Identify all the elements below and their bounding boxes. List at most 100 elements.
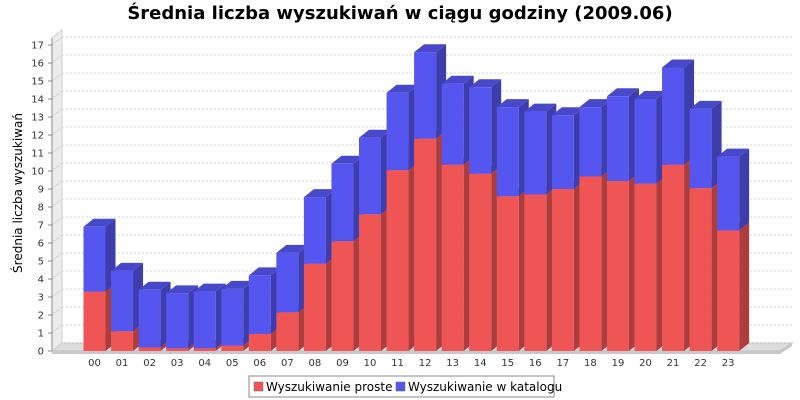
gridline-side xyxy=(51,234,63,244)
gridline-side xyxy=(51,198,63,208)
bar-segment xyxy=(606,88,639,181)
gridline-side xyxy=(51,36,63,46)
x-tick-label: 13 xyxy=(446,358,459,369)
bar-segment xyxy=(579,168,612,351)
bar-front xyxy=(469,87,492,174)
bar-front xyxy=(331,163,354,242)
bar-segment xyxy=(551,107,584,189)
bar-segment xyxy=(524,103,557,195)
gridline-side xyxy=(51,72,63,82)
bar-front xyxy=(359,214,381,351)
bar-front xyxy=(276,252,299,313)
plot-left-wall xyxy=(51,28,63,353)
gridline-side xyxy=(51,144,63,154)
bar-top xyxy=(111,262,144,271)
bar-segment xyxy=(441,75,474,165)
bar-front xyxy=(496,196,519,351)
bar-front xyxy=(248,333,271,351)
gridline-side xyxy=(51,162,63,172)
gridline-side xyxy=(51,342,63,352)
bar-front xyxy=(303,263,326,351)
bar-front xyxy=(414,52,437,139)
x-tick-label: 17 xyxy=(556,358,569,369)
bar-segment xyxy=(331,233,364,351)
y-tick-label: 11 xyxy=(31,149,44,160)
bar-front xyxy=(386,92,409,171)
bar-segment xyxy=(83,218,116,292)
bar-front xyxy=(496,107,519,197)
y-tick-label: 17 xyxy=(31,41,44,52)
bar-top xyxy=(414,44,447,53)
y-tick-label: 5 xyxy=(38,257,44,268)
bar-top xyxy=(662,59,695,68)
bar-front xyxy=(166,293,189,349)
bar-segment xyxy=(331,155,364,242)
y-tick-label: 10 xyxy=(31,167,44,178)
bar-segment xyxy=(469,165,502,351)
x-tick-label: 11 xyxy=(391,358,404,369)
bar-top xyxy=(606,88,639,97)
legend-label: Wyszukiwanie w katalogu xyxy=(408,380,562,394)
bar-front xyxy=(221,345,244,351)
bar-front xyxy=(359,137,381,215)
bar-top xyxy=(303,189,336,198)
bar-top xyxy=(524,103,557,112)
gridline-side xyxy=(51,324,63,334)
bar-front xyxy=(248,275,271,334)
bar-segment xyxy=(83,283,116,351)
gridline-side xyxy=(51,108,63,118)
x-tick-label: 20 xyxy=(639,358,652,369)
bar-segment xyxy=(138,281,171,348)
bar-front xyxy=(579,176,602,351)
bar-front xyxy=(551,115,574,189)
gridline-side xyxy=(51,306,63,316)
bar-top xyxy=(276,244,309,253)
bar-front xyxy=(303,197,326,264)
bar-front xyxy=(331,241,354,351)
x-tick-label: 07 xyxy=(281,358,294,369)
legend-swatch xyxy=(395,381,406,392)
bar-top xyxy=(331,155,364,164)
bar-front xyxy=(193,291,216,349)
x-tick-label: 04 xyxy=(198,358,211,369)
x-tick-label: 21 xyxy=(667,358,680,369)
gridline-side xyxy=(51,54,63,64)
bar-segment xyxy=(662,156,695,351)
bar-front xyxy=(193,348,216,351)
bar-segment xyxy=(717,222,750,351)
y-tick-label: 13 xyxy=(31,113,44,124)
bar-front xyxy=(606,96,629,181)
x-tick-label: 05 xyxy=(226,358,239,369)
bar-front xyxy=(83,291,106,351)
bar-segment xyxy=(248,267,281,334)
legend-swatch xyxy=(253,381,264,392)
bar-top xyxy=(496,99,529,108)
y-tick-label: 12 xyxy=(31,131,44,142)
gridline-side xyxy=(51,270,63,280)
x-tick-label: 12 xyxy=(419,358,432,369)
bar-front xyxy=(689,108,712,189)
y-axis-label: Średnia liczba wyszukiwań xyxy=(10,113,25,273)
bar-top xyxy=(221,280,254,289)
bar-top xyxy=(579,99,612,108)
bar-front xyxy=(221,288,244,346)
gridline-side xyxy=(51,216,63,226)
bar-segment xyxy=(303,255,336,351)
bar-top xyxy=(138,281,171,290)
y-tick-label: 6 xyxy=(38,239,44,250)
x-tick-label: 01 xyxy=(116,358,129,369)
bar-top xyxy=(441,75,474,84)
bar-side xyxy=(739,148,750,231)
bar-front xyxy=(579,107,602,177)
bar-front xyxy=(111,331,134,351)
bar-front xyxy=(414,138,437,351)
bar-front xyxy=(138,347,161,351)
bar-front xyxy=(606,180,629,351)
gridline-side xyxy=(51,90,63,100)
bar-front xyxy=(83,226,106,292)
bar-top xyxy=(83,218,116,227)
bar-top xyxy=(469,79,502,88)
bar-segment xyxy=(359,206,391,351)
bar-segment xyxy=(689,180,722,351)
